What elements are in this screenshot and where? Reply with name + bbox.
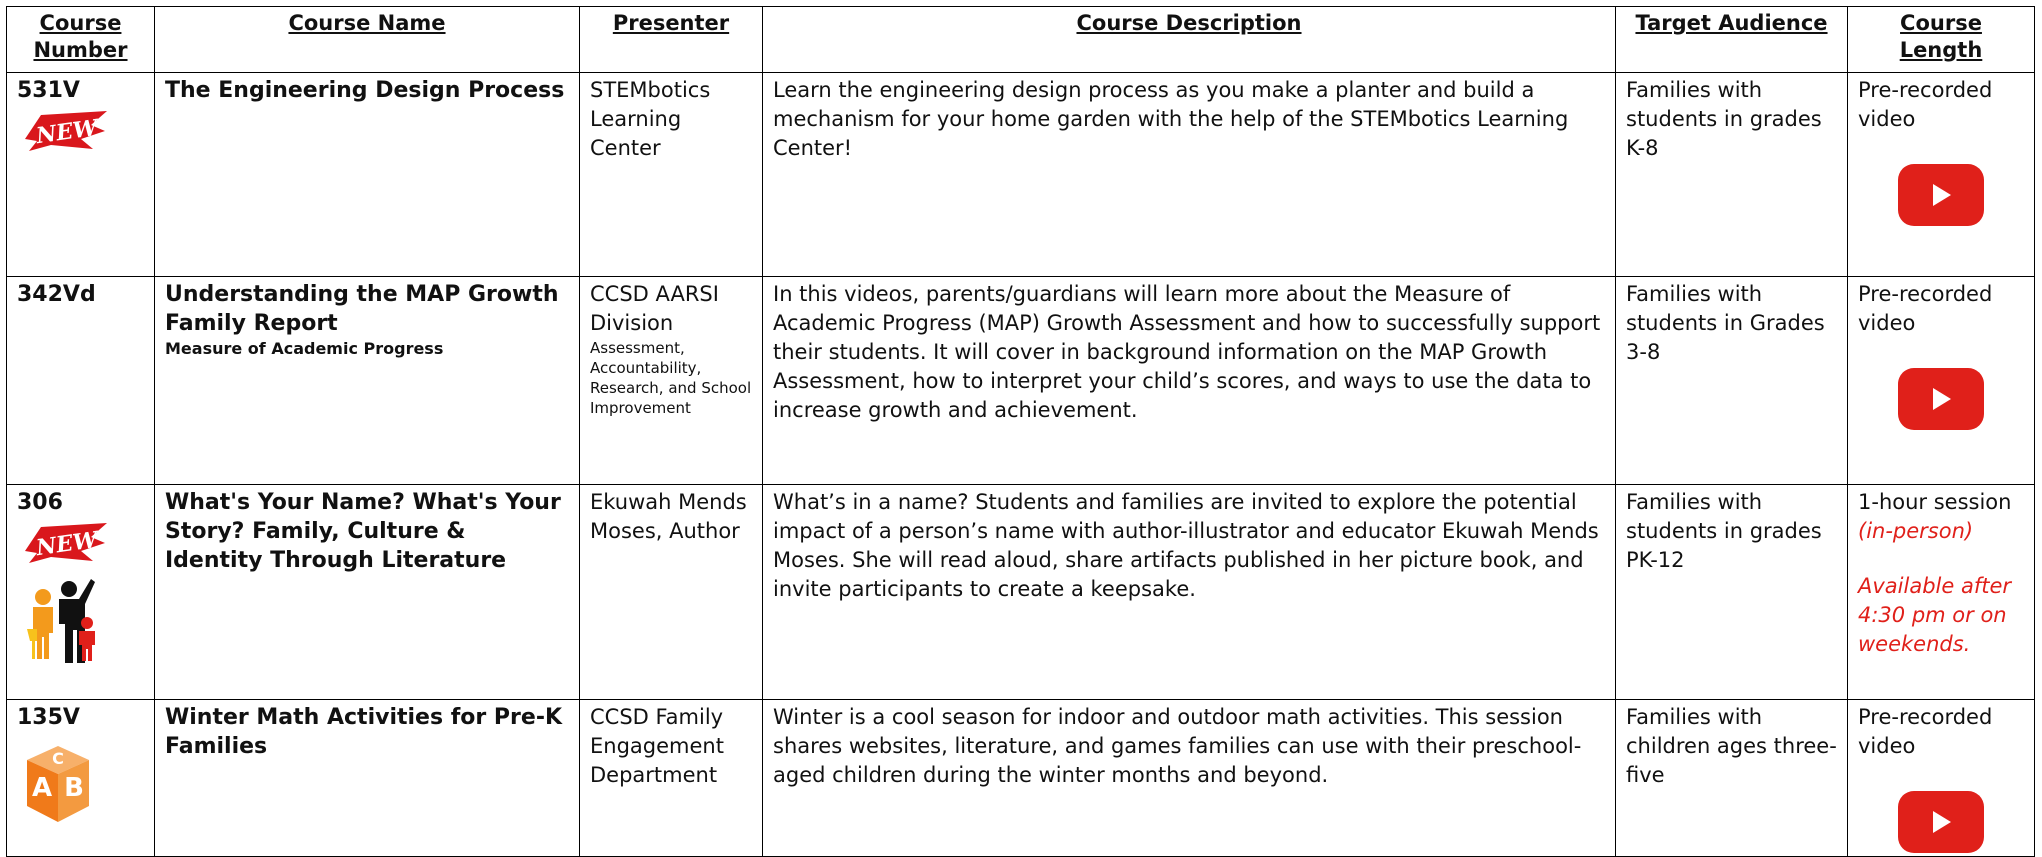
audience-cell: Families with students in Grades 3-8	[1615, 276, 1848, 485]
course-name-note: Measure of Academic Progress	[165, 339, 444, 358]
header-row: Course Number Course Name Presenter Course …	[6, 6, 2035, 73]
badge-brush	[25, 111, 107, 151]
new-badge: NEW	[25, 111, 107, 151]
description: Winter is a cool season for indoor and o…	[773, 705, 1582, 787]
course-number-cell: 531V NEW	[6, 72, 155, 277]
youtube-icon	[1898, 368, 1984, 430]
audience-cell: Families with students in grades PK-12	[1615, 484, 1848, 700]
course-row: 135V C A B Winter Math Activities for Pre-K …	[6, 699, 2035, 857]
block-right	[58, 760, 89, 822]
abc-blocks-icon: CA B	[27, 746, 89, 822]
audience: Families with students in grades PK-12	[1626, 490, 1822, 572]
description-cell: Winter is a cool season for indoor and o…	[762, 699, 1616, 857]
presenter-cell: CCSD AARSI Division Assessment, Accountab…	[579, 276, 763, 485]
course-number: 135V	[17, 705, 80, 730]
length-note: Available after 4:30 pm or on weekends.	[1858, 574, 2012, 656]
course-table: Course Number Course Name Presenter Course …	[6, 6, 2035, 857]
badge-brush	[25, 523, 107, 563]
icon-body	[79, 631, 95, 661]
icon-child	[27, 629, 37, 659]
audience-cell: Families with children ages three-five	[1615, 699, 1848, 857]
course-number: 531V	[17, 78, 80, 103]
youtube-play	[1933, 184, 1951, 206]
course-number-cell: 135V C A B	[6, 699, 155, 857]
course-name-cell: What's Your Name? What's Your Story? Fam…	[154, 484, 580, 700]
icon-body	[33, 607, 53, 659]
description-cell: Learn the engineering design process as …	[762, 72, 1616, 277]
family-icon	[27, 579, 95, 663]
course-length: 1-hour session	[1858, 490, 2012, 514]
audience: Families with students in grades K-8	[1626, 78, 1822, 160]
youtube-icon	[1898, 791, 1984, 853]
length-cell: Pre-recorded video	[1847, 699, 2035, 857]
presenter-cell: STEMbotics Learning Center	[579, 72, 763, 277]
youtube-play	[1933, 388, 1951, 410]
presenter: Ekuwah Mends Moses, Author	[590, 490, 747, 543]
length-cell: Pre-recorded video	[1847, 276, 2035, 485]
block-letter: B	[64, 773, 84, 803]
presenter: STEMbotics Learning Center	[590, 78, 711, 160]
course-name-cell: The Engineering Design Process	[154, 72, 580, 277]
audience-cell: Families with students in grades K-8	[1615, 72, 1848, 277]
course-row: 342Vd Understanding the MAP Growth Family…	[6, 276, 2035, 485]
new-badge: NEW	[25, 523, 107, 563]
table-body: 531V NEW The Engineering Design Process STE…	[6, 72, 2035, 857]
course-number: 306	[17, 490, 63, 515]
course-number-cell: 342Vd	[6, 276, 155, 485]
course-name: Understanding the MAP Growth Family Repo…	[165, 282, 559, 336]
presenter-cell: CCSD Family Engagement Department	[579, 699, 763, 857]
presenter: CCSD Family Engagement Department	[590, 705, 724, 787]
icon-head	[81, 617, 93, 629]
length-note: (in-person)	[1858, 519, 1974, 543]
column-header: Course Description	[762, 6, 1616, 73]
course-name-cell: Winter Math Activities for Pre-K Familie…	[154, 699, 580, 857]
block-letter: C	[52, 749, 64, 768]
course-row: 531V NEW The Engineering Design Process STE…	[6, 72, 2035, 277]
course-length: Pre-recorded video	[1858, 78, 1993, 131]
description: What’s in a name? Students and families …	[773, 490, 1599, 601]
course-name-cell: Understanding the MAP Growth Family Repo…	[154, 276, 580, 485]
column-header: Target Audience	[1615, 6, 1848, 73]
length-cell: 1-hour session (in-person) Available after…	[1847, 484, 2035, 700]
presenter-note: Assessment, Accountability, Research, an…	[590, 339, 752, 417]
column-header: Course Number	[6, 6, 155, 73]
block-left	[27, 760, 58, 822]
course-name: The Engineering Design Process	[165, 78, 565, 103]
description: In this videos, parents/guardians will l…	[773, 282, 1601, 422]
column-header: Presenter	[579, 6, 763, 73]
youtube-play	[1933, 811, 1951, 833]
icon-head	[61, 581, 77, 597]
description-cell: In this videos, parents/guardians will l…	[762, 276, 1616, 485]
column-header: Course Name	[154, 6, 580, 73]
audience: Families with children ages three-five	[1626, 705, 1837, 787]
icon-body	[59, 579, 95, 663]
presenter-cell: Ekuwah Mends Moses, Author	[579, 484, 763, 700]
audience: Families with students in Grades 3-8	[1626, 282, 1825, 364]
course-length: Pre-recorded video	[1858, 705, 1993, 758]
description: Learn the engineering design process as …	[773, 78, 1569, 160]
presenter: CCSD AARSI Division	[590, 282, 719, 335]
column-header: Course Length	[1847, 6, 2035, 73]
block-letter: A	[32, 773, 52, 803]
length-cell: Pre-recorded video	[1847, 72, 2035, 277]
course-number: 342Vd	[17, 282, 96, 307]
course-name: What's Your Name? What's Your Story? Fam…	[165, 490, 561, 573]
course-name: Winter Math Activities for Pre-K Familie…	[165, 705, 562, 759]
description-cell: What’s in a name? Students and families …	[762, 484, 1616, 700]
icon-head	[35, 589, 51, 605]
course-length: Pre-recorded video	[1858, 282, 1993, 335]
course-row: 306 NEW What's Your Name? What's Your Stor…	[6, 484, 2035, 700]
youtube-icon	[1898, 164, 1984, 226]
course-number-cell: 306 NEW	[6, 484, 155, 700]
